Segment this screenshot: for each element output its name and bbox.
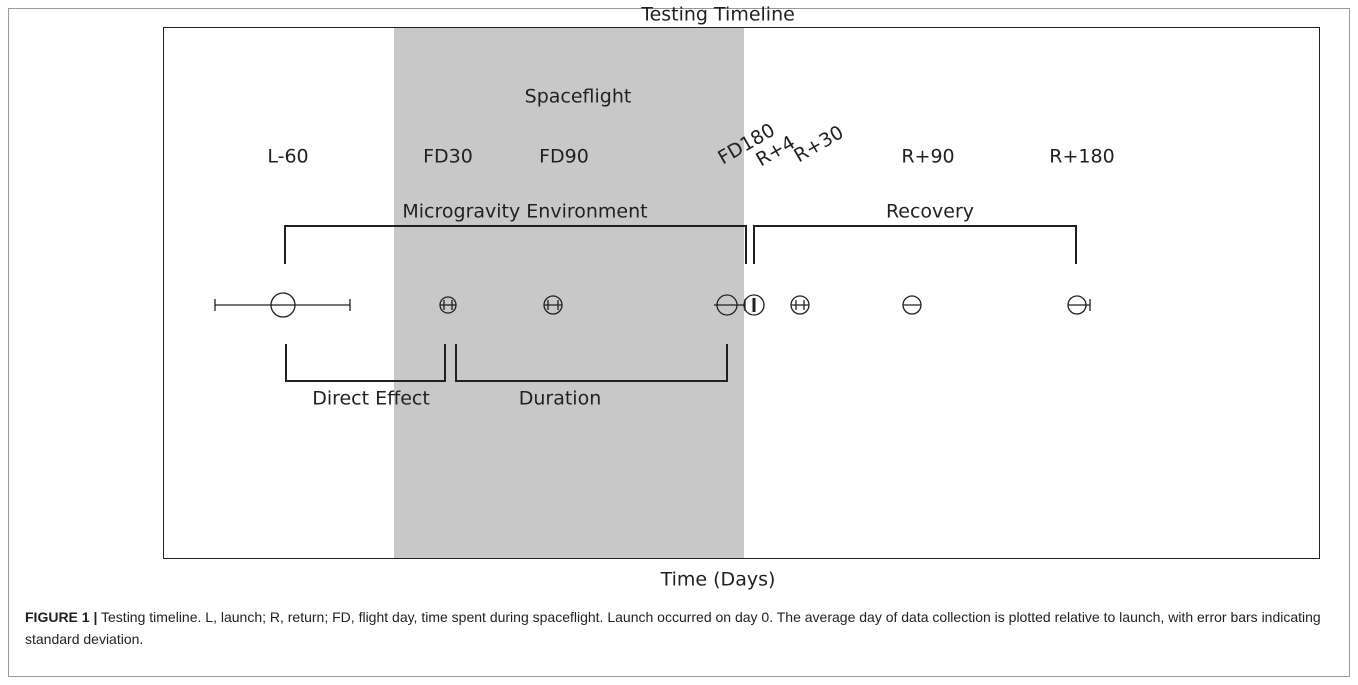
timepoint-label: R+180 [1049,146,1114,168]
timepoint-label: FD30 [423,146,473,168]
markers [214,292,1091,318]
caption-label: FIGURE 1 | [25,609,98,625]
bracket-label: Microgravity Environment [402,201,647,223]
plot-box [163,27,1320,559]
frame [8,8,1350,677]
timepoint-label: FD90 [539,146,589,168]
bracket-label: Recovery [886,201,974,223]
phase-label: Spaceflight [525,86,632,108]
spaceflight-band [394,27,744,558]
caption: FIGURE 1 | Testing timeline. L, launch; … [25,606,1335,650]
timepoint-label: L-60 [267,146,308,168]
brackets [284,225,1077,382]
timepoint-label: R+90 [901,146,954,168]
caption-text: Testing timeline. L, launch; R, return; … [25,609,1321,647]
timepoint-label: R+30 [790,121,847,167]
bracket-label: Duration [519,388,602,410]
title: Testing Timeline [640,4,795,26]
bracket-label: Direct Effect [312,388,430,410]
x-axis-label: Time (Days) [660,569,776,591]
